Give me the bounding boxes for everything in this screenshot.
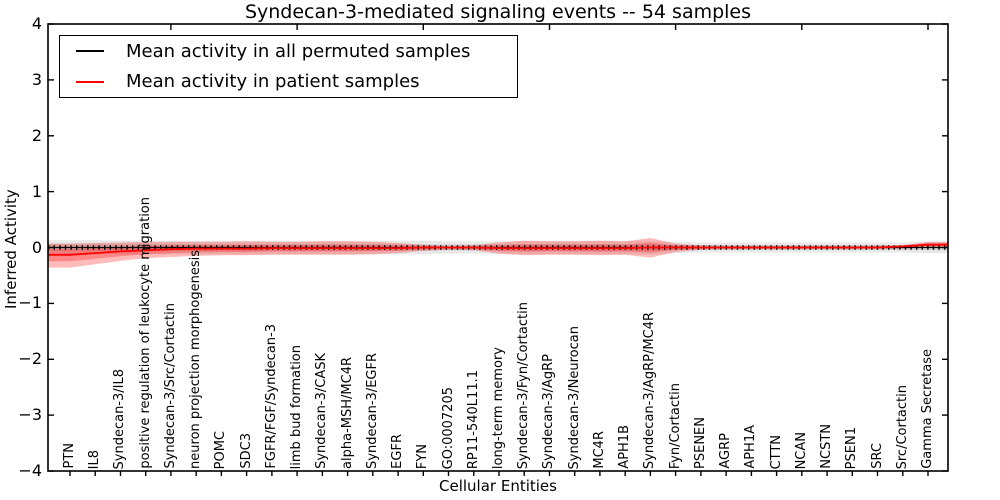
x-category-label: IL8 [87, 449, 103, 469]
x-category-label: Gamma Secretase [920, 349, 935, 469]
x-category-label: limb bud formation [289, 344, 305, 469]
x-category-label: FYN [415, 443, 431, 469]
x-category-label: Syndecan-3/Src/Cortactin [162, 303, 178, 469]
y-tick-label: 3 [31, 69, 42, 89]
chart-title: Syndecan-3-mediated signaling events -- … [244, 1, 752, 23]
x-category-label: CTTN [768, 434, 784, 469]
x-category-label: Syndecan-3/CASK [314, 353, 330, 469]
x-category-label: APH1B [617, 425, 633, 469]
y-tick-label: 1 [31, 181, 42, 201]
x-category-label: NCSTN [819, 424, 835, 469]
legend: Mean activity in all permuted samples Me… [59, 35, 518, 98]
x-category-label: Syndecan-3/EGFR [364, 353, 380, 469]
x-category-label: NCAN [793, 431, 809, 469]
x-category-label: FGFR/FGF/Syndecan-3 [263, 324, 279, 469]
x-category-label: Syndecan-3/AgRP [541, 353, 557, 469]
y-tick-label: −2 [18, 349, 42, 369]
x-category-label: Syndecan-3/Neurocan [566, 325, 582, 469]
x-category-label: POMC [213, 430, 229, 469]
patient-line-swatch [76, 80, 104, 83]
x-category-label: AGRP [718, 433, 734, 469]
x-category-label: Src/Cortactin [894, 384, 910, 469]
y-tick-label: −4 [18, 461, 42, 480]
y-tick-label: 0 [31, 237, 42, 257]
x-category-label: APH1A [743, 425, 759, 469]
x-category-label: neuron projection morphogenesis [188, 250, 204, 469]
x-category-label: Syndecan-3/IL8 [112, 368, 128, 469]
legend-item-permuted: Mean activity in all permuted samples [60, 36, 517, 67]
x-category-label: PTN [62, 443, 77, 469]
x-category-label: RP11-540L11.1 [465, 369, 481, 469]
x-category-label: Syndecan-3/AgRP/MC4R [642, 311, 658, 469]
y-tick-label: 4 [31, 14, 42, 33]
x-category-label: PSENEN [692, 417, 708, 469]
x-category-label: Fyn/Cortactin [667, 382, 683, 469]
x-axis-label: Cellular Entities [439, 477, 557, 495]
legend-item-patient: Mean activity in patient samples [60, 67, 517, 98]
legend-label-permuted: Mean activity in all permuted samples [126, 40, 471, 62]
x-category-label: SDC3 [238, 433, 254, 469]
x-category-label: SRC [869, 443, 885, 469]
x-category-label: positive regulation of leukocyte migrati… [137, 197, 153, 469]
x-category-label: Syndecan-3/Fyn/Cortactin [516, 301, 532, 469]
legend-label-patient: Mean activity in patient samples [126, 71, 420, 93]
x-category-label: GO:0007205 [440, 386, 456, 469]
x-category-label: long-term memory [491, 346, 506, 469]
x-category-label: MC4R [591, 431, 607, 469]
y-tick-label: −1 [18, 293, 42, 313]
patient-mean-line [48, 243, 948, 256]
x-category-label: PSEN1 [844, 426, 860, 469]
y-tick-label: −3 [18, 405, 42, 425]
permuted-line-swatch [76, 50, 104, 53]
y-tick-label: 2 [31, 125, 42, 145]
x-category-label: EGFR [390, 434, 406, 469]
x-category-label: alpha-MSH/MC4R [339, 357, 355, 469]
